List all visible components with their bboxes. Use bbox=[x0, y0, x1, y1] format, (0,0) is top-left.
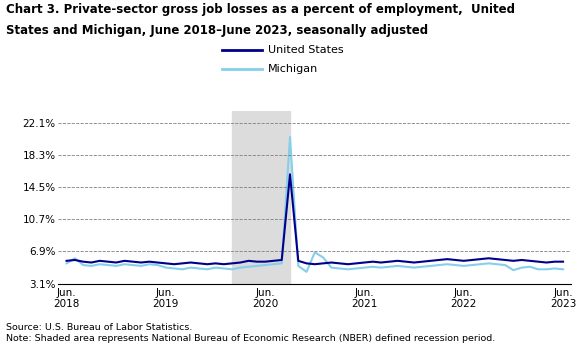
Text: Chart 3. Private-sector gross job losses as a percent of employment,  United: Chart 3. Private-sector gross job losses… bbox=[6, 3, 515, 17]
Bar bbox=[232, 111, 290, 284]
Text: United States: United States bbox=[268, 45, 344, 55]
Text: Source: U.S. Bureau of Labor Statistics.
Note: Shaded area represents National B: Source: U.S. Bureau of Labor Statistics.… bbox=[6, 323, 495, 343]
Text: States and Michigan, June 2018–June 2023, seasonally adjusted: States and Michigan, June 2018–June 2023… bbox=[6, 24, 428, 37]
Text: Michigan: Michigan bbox=[268, 64, 318, 74]
